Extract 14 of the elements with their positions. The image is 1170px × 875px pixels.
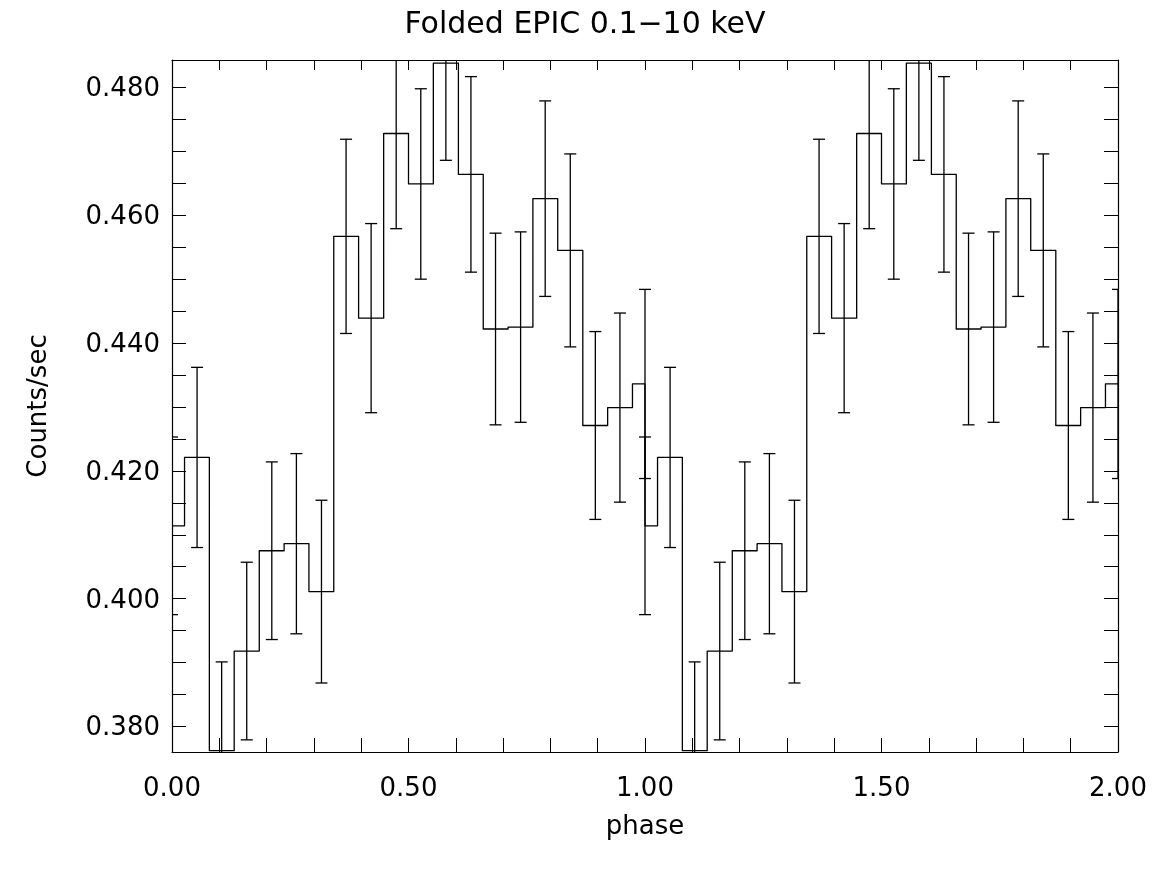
x-tick-label: 1.50 xyxy=(852,772,911,802)
y-tick-label: 0.440 xyxy=(85,328,160,359)
x-tick-label: 2.00 xyxy=(1089,772,1147,802)
x-tick-label: 1.00 xyxy=(616,772,674,802)
y-tick-label: 0.380 xyxy=(85,711,160,742)
y-tick-label: 0.460 xyxy=(85,200,160,231)
y-tick-label: 0.420 xyxy=(85,455,160,486)
y-axis-title: Counts/sec xyxy=(22,334,52,478)
y-tick-label: 0.400 xyxy=(85,583,160,614)
x-axis-title: phase xyxy=(605,810,685,840)
y-tick-label: 0.480 xyxy=(85,72,160,103)
x-tick-label: 0.50 xyxy=(379,772,438,802)
chart-title: Folded EPIC 0.1−10 keV xyxy=(404,4,767,40)
x-tick-label: 0.00 xyxy=(143,772,201,802)
